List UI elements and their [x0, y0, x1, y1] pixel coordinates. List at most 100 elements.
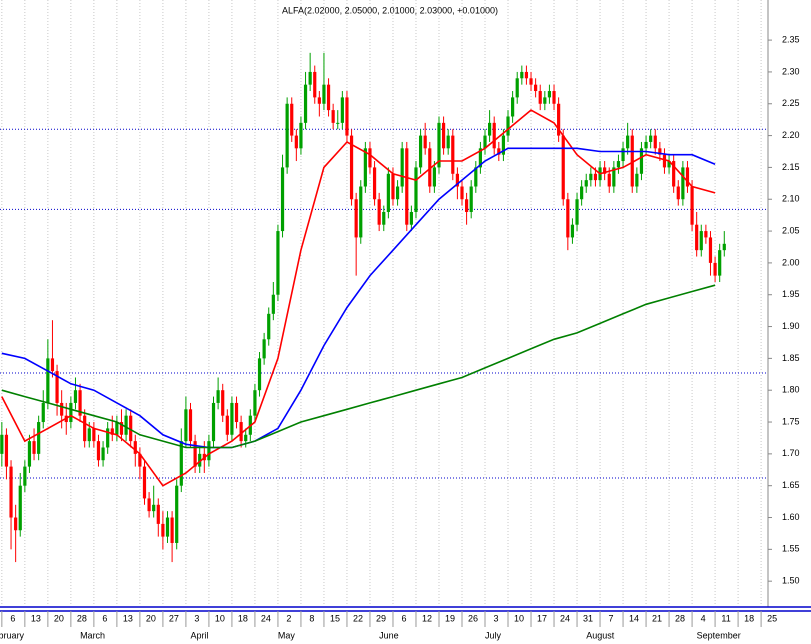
candle-body	[437, 122, 441, 168]
candle-body	[124, 415, 128, 435]
y-tick-label: 1.50	[782, 576, 800, 586]
candle-body	[280, 167, 285, 232]
x-tick-label: 27	[169, 613, 179, 623]
candle-body	[676, 186, 680, 200]
x-tick-label: 8	[309, 613, 314, 623]
candle-body	[570, 224, 575, 238]
y-tick-label: 2.00	[782, 257, 800, 267]
candle-body	[290, 103, 294, 136]
candle-body	[626, 135, 630, 149]
candle-body	[299, 122, 303, 149]
y-tick-label: 1.80	[782, 385, 800, 395]
candle-body	[667, 161, 671, 168]
x-tick-label: 18	[238, 613, 248, 623]
candle-body	[331, 110, 335, 123]
month-label: September	[697, 630, 741, 640]
candle-body	[92, 428, 96, 442]
candle-body	[276, 231, 280, 295]
candle-body	[244, 434, 248, 442]
candle-body	[308, 71, 312, 85]
candle-body	[538, 91, 542, 104]
x-tick-label: 7	[609, 613, 614, 623]
candle-body	[464, 199, 469, 212]
candle-body	[115, 422, 119, 435]
candle-body	[262, 339, 266, 359]
candle-body	[455, 173, 459, 187]
x-tick-label: 11	[721, 613, 730, 623]
candle-body	[616, 161, 621, 168]
y-tick-label: 2.20	[782, 130, 800, 140]
x-tick-label: 28	[675, 613, 685, 623]
candle-body	[428, 148, 432, 187]
candle-body	[142, 466, 147, 499]
candle-body	[704, 231, 708, 238]
month-label: June	[379, 630, 399, 640]
candle-body	[722, 243, 726, 251]
x-tick-label: 22	[353, 613, 363, 623]
candle-body	[492, 122, 496, 149]
candle-body	[695, 224, 699, 251]
y-tick-label: 1.85	[782, 353, 800, 363]
candle-body	[377, 199, 381, 225]
candle-body	[147, 498, 151, 512]
candle-body	[211, 402, 216, 442]
candle-body	[580, 186, 584, 200]
plot	[0, 0, 768, 606]
candle-body	[294, 135, 298, 149]
candle-body	[414, 167, 418, 212]
candle-body	[511, 97, 515, 117]
candle-body	[271, 294, 275, 314]
candle-body	[129, 415, 133, 442]
candle-body	[474, 167, 478, 187]
candle-body	[451, 135, 455, 174]
x-tick-label: 18	[744, 613, 754, 623]
candle-body	[607, 173, 611, 187]
candle-body	[138, 453, 142, 467]
month-label: April	[191, 630, 209, 640]
x-tick-label: 24	[261, 613, 271, 623]
candle-body	[230, 402, 234, 435]
candle-body	[225, 415, 229, 435]
x-tick-label: 21	[652, 613, 662, 623]
candle-body	[690, 186, 694, 225]
candle-body	[603, 167, 607, 174]
candle-body	[372, 167, 377, 200]
candle-body	[534, 84, 538, 92]
x-tick-label: 10	[215, 613, 225, 623]
moving-average	[1, 284, 716, 449]
candle-body	[156, 504, 160, 524]
candle-body	[359, 186, 363, 238]
y-tick-label: 1.95	[782, 289, 800, 299]
candle-body	[37, 422, 41, 454]
y-tick-label: 1.90	[782, 321, 800, 331]
x-tick-label: 29	[376, 613, 386, 623]
y-tick-label: 1.70	[782, 448, 800, 458]
candle-body	[322, 84, 326, 104]
y-tick-label: 2.30	[782, 66, 800, 76]
x-tick-label: 13	[123, 613, 133, 623]
candle-body	[46, 358, 50, 403]
month-label: February	[0, 630, 25, 640]
candle-body	[644, 141, 648, 149]
candle-body	[662, 154, 667, 168]
candle-body	[593, 173, 598, 181]
candle-body	[83, 415, 87, 442]
candle-body	[179, 441, 183, 486]
candle-body	[409, 211, 413, 225]
month-label: August	[586, 630, 615, 640]
candle-body	[234, 402, 239, 423]
candle-body	[354, 199, 358, 238]
candle-body	[313, 71, 317, 98]
candle-body	[478, 148, 483, 168]
candle-body	[101, 447, 105, 461]
candle-body	[170, 517, 174, 543]
x-tick-label: 17	[537, 613, 547, 623]
moving-average	[1, 109, 716, 487]
candle-body	[32, 441, 36, 454]
candle-body	[285, 103, 289, 168]
candle-body	[317, 97, 321, 104]
candle-body	[50, 358, 55, 372]
candle-body	[69, 402, 73, 423]
candle-body	[685, 167, 690, 187]
candle-body	[106, 428, 110, 448]
